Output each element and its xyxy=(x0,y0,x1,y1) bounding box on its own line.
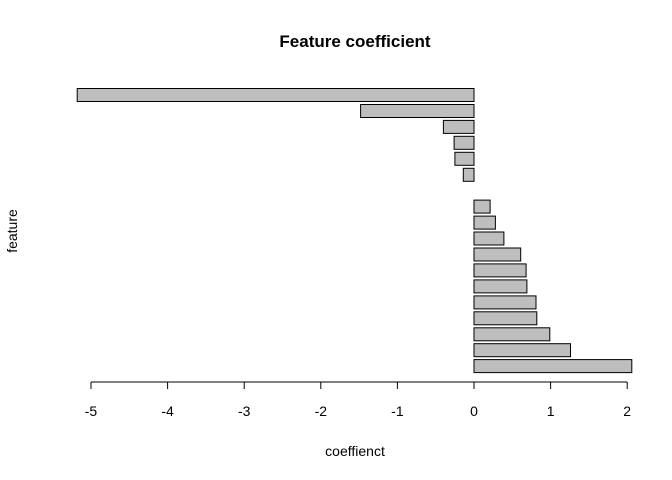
bar xyxy=(473,231,505,246)
x-tick-label: -3 xyxy=(238,403,251,419)
x-tick-label: -1 xyxy=(391,403,404,419)
bar xyxy=(473,343,571,358)
bar xyxy=(473,215,496,230)
bar xyxy=(473,311,538,326)
bar xyxy=(473,263,527,278)
bar xyxy=(473,359,633,374)
bars-group xyxy=(76,88,633,374)
x-tick-label: 2 xyxy=(623,403,631,419)
chart-title: Feature coefficient xyxy=(279,32,430,51)
bar xyxy=(454,151,475,166)
x-axis-ticks: -5 -4 -3 -2 -1 0 1 2 xyxy=(85,382,631,419)
bar xyxy=(442,119,475,134)
x-tick-label: -4 xyxy=(161,403,174,419)
x-axis-label: coeffienct xyxy=(325,443,385,459)
x-tick-label: -2 xyxy=(315,403,328,419)
bar xyxy=(473,279,528,294)
bar xyxy=(473,295,537,310)
bar xyxy=(473,327,551,342)
x-tick-label: 0 xyxy=(470,403,478,419)
bar xyxy=(453,135,475,150)
bar xyxy=(360,104,475,118)
y-axis-label: feature xyxy=(4,209,20,253)
bar xyxy=(473,199,491,214)
x-tick-label: -5 xyxy=(85,403,98,419)
bar xyxy=(473,247,522,262)
bar xyxy=(76,88,475,102)
x-tick-label: 1 xyxy=(547,403,555,419)
bar xyxy=(462,167,475,182)
